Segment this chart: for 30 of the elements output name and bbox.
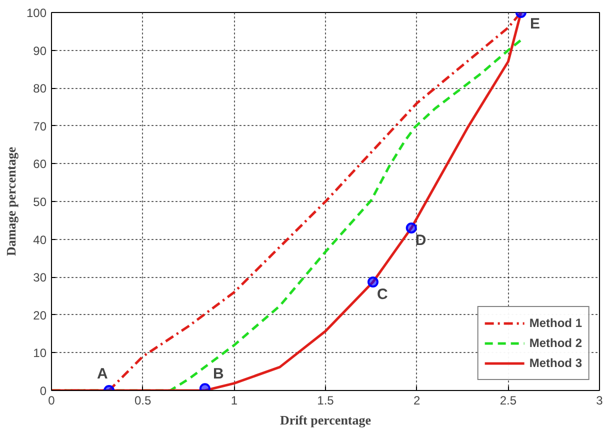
y-tick-label: 90	[33, 44, 47, 58]
x-tick-label: 3	[596, 394, 604, 408]
legend-label: Method 2	[529, 336, 582, 350]
y-tick-label: 50	[33, 195, 47, 209]
annotation: E	[530, 16, 540, 32]
y-tick-label: 80	[33, 82, 47, 96]
point	[406, 222, 417, 234]
legend-label: Method 1	[529, 316, 582, 330]
annotation: D	[415, 232, 426, 249]
annotation: A	[97, 366, 108, 382]
y-tick-label: 30	[33, 270, 47, 285]
annotation: C	[376, 286, 388, 304]
legend-label: Method 3	[529, 356, 582, 370]
y-tick-label: 10	[33, 346, 47, 360]
x-tick-label: 1	[230, 394, 238, 408]
y-tick-label: 100	[26, 6, 47, 20]
y-tick-label: 70	[33, 119, 47, 134]
x-tick-label: 0	[48, 394, 56, 408]
y-tick-label: 40	[33, 232, 47, 247]
y-tick-label: 60	[33, 157, 47, 172]
point	[367, 276, 378, 288]
y-tick-label: 20	[33, 308, 47, 322]
x-tick-label: 0.5	[134, 394, 152, 408]
y-axis-title: Damage percentage	[3, 146, 18, 256]
x-tick-label: 1.5	[317, 394, 334, 408]
y-tick-label: 0	[40, 384, 47, 398]
x-axis-title: Drift percentage	[280, 412, 372, 428]
x-tick-label: 2	[413, 394, 420, 408]
x-tick-label: 2.5	[500, 394, 517, 408]
annotation: B	[212, 366, 224, 383]
